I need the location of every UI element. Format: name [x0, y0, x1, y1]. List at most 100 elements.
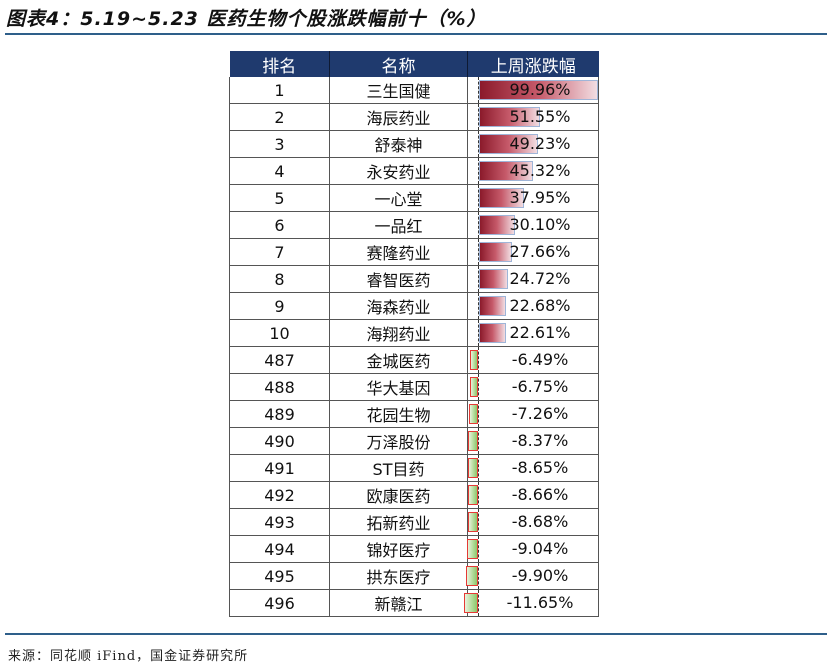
- table-row: 3 舒泰神 49.23%: [229, 130, 599, 158]
- change-cell: -8.37%: [467, 427, 599, 455]
- table-row: 5 一心堂 37.95%: [229, 184, 599, 212]
- stock-name-cell: 金城医药: [329, 346, 468, 374]
- table-row: 7 赛隆药业 27.66%: [229, 238, 599, 266]
- data-bar-container: -9.04%: [467, 536, 598, 562]
- zero-axis-line: [478, 536, 479, 562]
- data-bar-container: -8.37%: [468, 428, 598, 454]
- stock-name-cell: 舒泰神: [329, 130, 468, 158]
- zero-axis-line: [478, 320, 479, 346]
- negative-data-bar: [469, 377, 478, 397]
- change-value: 27.66%: [509, 242, 571, 261]
- stock-name-cell: 华大基因: [329, 373, 468, 401]
- zero-axis-line: [478, 401, 479, 427]
- stock-name-cell: 一心堂: [329, 184, 468, 212]
- rank-cell: 1: [229, 77, 330, 104]
- rank-cell: 487: [229, 346, 330, 374]
- change-cell: -8.65%: [467, 454, 599, 482]
- zero-axis-line: [478, 185, 479, 211]
- table-row: 492 欧康医药 -8.66%: [229, 481, 599, 509]
- negative-data-bar: [467, 512, 478, 532]
- zero-axis-line: [478, 590, 479, 616]
- stock-name-cell: 一品红: [329, 211, 468, 239]
- stock-name-cell: 永安药业: [329, 157, 468, 185]
- change-value: -9.90%: [511, 566, 569, 585]
- rank-cell: 3: [229, 130, 330, 158]
- data-bar-container: -11.65%: [464, 590, 598, 616]
- change-value: 24.72%: [509, 269, 571, 288]
- zero-axis-line: [478, 563, 479, 589]
- zero-axis-line: [478, 482, 479, 508]
- change-value: -11.65%: [506, 593, 574, 612]
- data-bar-container: 99.96%: [468, 77, 598, 103]
- change-cell: 24.72%: [467, 265, 599, 293]
- table-row: 494 锦好医疗 -9.04%: [229, 535, 599, 563]
- zero-axis-line: [478, 374, 479, 400]
- stock-name-cell: 海辰药业: [329, 103, 468, 131]
- stock-name-cell: 新赣江: [329, 589, 468, 617]
- zero-axis-line: [478, 131, 479, 157]
- change-cell: -6.49%: [467, 346, 599, 374]
- change-value: -8.37%: [511, 431, 569, 450]
- stock-name-cell: 海翔药业: [329, 319, 468, 347]
- rank-cell: 6: [229, 211, 330, 239]
- rank-cell: 491: [229, 454, 330, 482]
- change-cell: -8.66%: [467, 481, 599, 509]
- table-row: 1 三生国健 99.96%: [229, 77, 599, 104]
- zero-axis-line: [478, 239, 479, 265]
- positive-data-bar: [479, 296, 506, 316]
- rank-cell: 7: [229, 238, 330, 266]
- data-bar-container: 22.61%: [468, 320, 598, 346]
- rank-cell: 9: [229, 292, 330, 320]
- change-cell: -9.04%: [467, 535, 599, 563]
- rank-cell: 10: [229, 319, 330, 347]
- rank-cell: 490: [229, 427, 330, 455]
- change-value: -8.66%: [511, 485, 569, 504]
- change-value: -6.49%: [511, 350, 569, 369]
- stock-name-cell: 海森药业: [329, 292, 468, 320]
- change-cell: -8.68%: [467, 508, 599, 536]
- table-row: 490 万泽股份 -8.37%: [229, 427, 599, 455]
- stock-name-cell: 万泽股份: [329, 427, 468, 455]
- change-value: 30.10%: [509, 215, 571, 234]
- positive-data-bar: [479, 242, 512, 262]
- stock-name-cell: 拓新药业: [329, 508, 468, 536]
- data-bar-container: -8.68%: [467, 509, 598, 535]
- change-value: 51.55%: [509, 107, 571, 126]
- source-note: 来源：同花顺 iFind，国金证券研究所: [8, 649, 249, 664]
- zero-axis-line: [478, 77, 479, 103]
- stock-name-cell: 赛隆药业: [329, 238, 468, 266]
- negative-data-bar: [467, 458, 478, 478]
- table-row: 487 金城医药 -6.49%: [229, 346, 599, 374]
- rank-cell: 5: [229, 184, 330, 212]
- stock-name-cell: 拱东医疗: [329, 562, 468, 590]
- ranking-table: 排名 名称 上周涨跌幅 1 三生国健 99.96% 2 海辰药业 51.55% 3 舒泰神 49…: [229, 51, 599, 617]
- change-cell: 22.61%: [467, 319, 599, 347]
- change-value: -7.26%: [511, 404, 569, 423]
- positive-data-bar: [479, 107, 541, 127]
- table-row: 493 拓新药业 -8.68%: [229, 508, 599, 536]
- change-value: 37.95%: [509, 188, 571, 207]
- data-bar-container: -9.90%: [466, 563, 598, 589]
- zero-axis-line: [478, 293, 479, 319]
- data-bar-container: 27.66%: [468, 239, 598, 265]
- data-bar-container: -8.65%: [467, 455, 598, 481]
- negative-data-bar: [466, 566, 478, 586]
- stock-name-cell: 锦好医疗: [329, 535, 468, 563]
- rank-cell: 8: [229, 265, 330, 293]
- zero-axis-line: [478, 266, 479, 292]
- change-value: 99.96%: [509, 80, 571, 99]
- change-cell: 30.10%: [467, 211, 599, 239]
- data-bar-container: -6.75%: [468, 374, 598, 400]
- zero-axis-line: [478, 158, 479, 184]
- rank-cell: 494: [229, 535, 330, 563]
- data-bar-container: -6.49%: [468, 347, 598, 373]
- positive-data-bar: [479, 161, 533, 181]
- change-cell: 51.55%: [467, 103, 599, 131]
- data-bar-container: -8.66%: [467, 482, 598, 508]
- rank-cell: 493: [229, 508, 330, 536]
- data-bar-container: 45.32%: [468, 158, 598, 184]
- change-value: 49.23%: [509, 134, 571, 153]
- stock-name-cell: 欧康医药: [329, 481, 468, 509]
- data-bar-container: 24.72%: [468, 266, 598, 292]
- change-value: -8.68%: [511, 512, 569, 531]
